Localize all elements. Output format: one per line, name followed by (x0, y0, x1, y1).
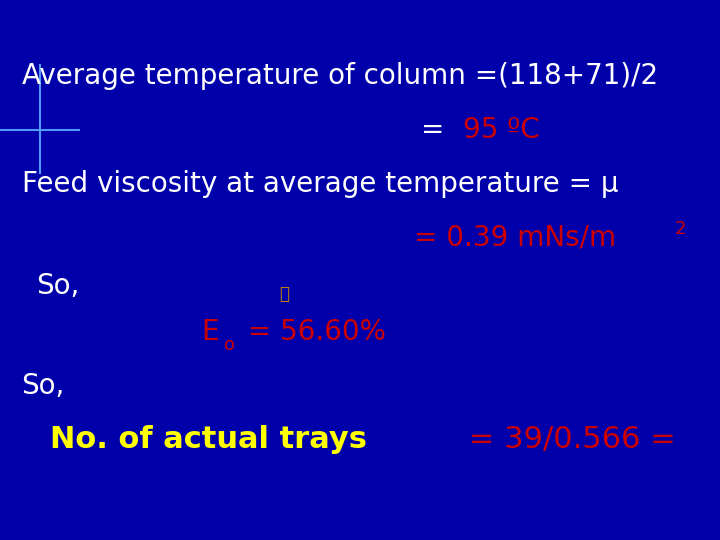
Text: =: = (421, 116, 454, 144)
Text: E: E (202, 318, 219, 346)
Text: So,: So, (36, 272, 79, 300)
Text: = 56.60%: = 56.60% (238, 318, 385, 346)
Text: 95 ºC: 95 ºC (463, 116, 539, 144)
Text: 🔊: 🔊 (279, 285, 289, 303)
Text: Average temperature of column =(118+71)/2: Average temperature of column =(118+71)/… (22, 62, 658, 90)
Text: 2: 2 (675, 220, 686, 238)
Text: So,: So, (22, 372, 65, 400)
Text: Feed viscosity at average temperature = μ: Feed viscosity at average temperature = … (22, 170, 618, 198)
Text: = 39/0.566 =: = 39/0.566 = (459, 425, 686, 454)
Text: = 0.39 mNs/m: = 0.39 mNs/m (414, 224, 616, 252)
Text: No. of actual trays: No. of actual trays (50, 425, 367, 454)
Text: o: o (225, 336, 235, 354)
